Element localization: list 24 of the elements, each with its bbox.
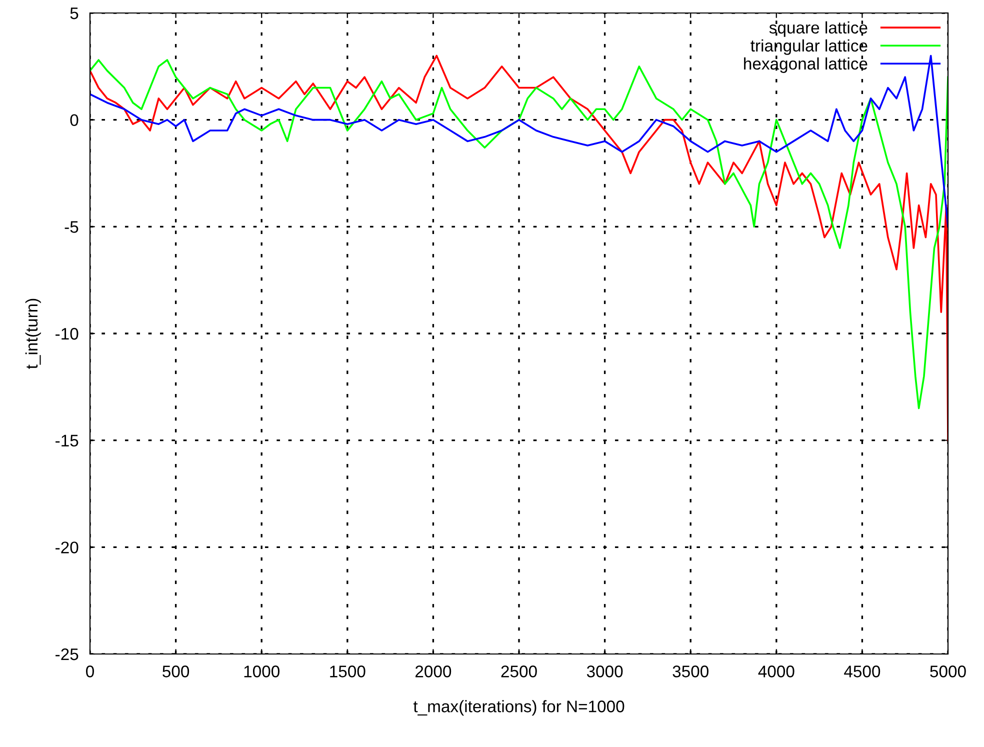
x-tick-label: 500: [162, 666, 190, 678]
x-tick-label: 4000: [758, 666, 794, 678]
y-tick-label: -5: [64, 221, 78, 233]
y-tick-label: 5: [70, 8, 78, 20]
x-tick-label: 1500: [330, 666, 366, 678]
y-tick-label: -15: [56, 434, 78, 447]
x-tick-label: 2000: [416, 666, 452, 678]
x-tick-label: 2500: [501, 666, 537, 678]
x-tick-label: 0: [86, 666, 94, 678]
x-tick-label: 1000: [244, 666, 280, 678]
x-axis-title: t_max(iterations) for N=1000: [413, 700, 624, 716]
legend-label: hexagonal lattice: [744, 57, 868, 73]
y-axis-title: t_int(turn): [25, 298, 41, 369]
y-tick-label: -20: [56, 542, 78, 554]
legend-label: triangular lattice: [750, 39, 868, 55]
x-tick-label: 3500: [672, 666, 708, 678]
x-tick-label: 3000: [586, 666, 623, 678]
y-tick-label: -25: [56, 648, 78, 660]
y-tick-label: -10: [56, 328, 78, 340]
legend-label: square lattice: [769, 21, 868, 37]
x-tick-label: 4500: [844, 666, 880, 678]
y-tick-label: 0: [70, 114, 78, 126]
line-series: [90, 54, 948, 228]
x-tick-label: 5000: [930, 666, 966, 678]
